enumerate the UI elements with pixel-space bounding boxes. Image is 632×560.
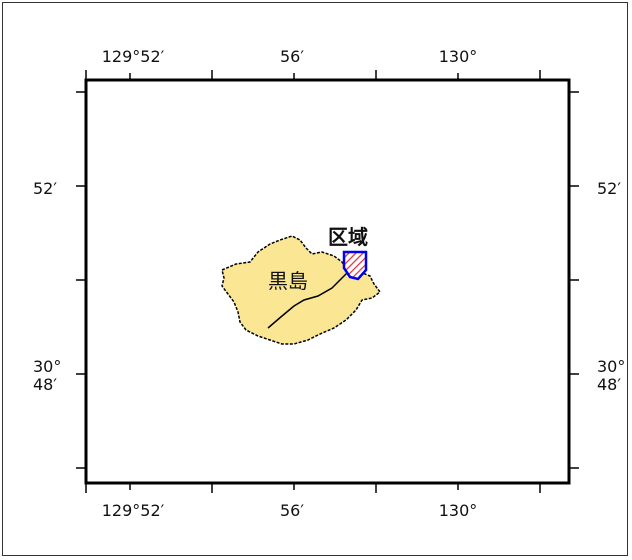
top-tick-label-56: 56′ — [280, 47, 304, 66]
top-tick-marks — [85, 70, 541, 80]
area-label: 区域 — [328, 225, 368, 249]
bottom-tick-marks — [85, 483, 541, 493]
bottom-tick-label-130: 130° — [439, 501, 478, 520]
island-interior-line — [267, 269, 351, 329]
left-tick-marks — [76, 91, 86, 469]
left-tick-label-52: 52′ — [33, 179, 57, 198]
bottom-tick-label-129-52: 129°52′ — [102, 501, 165, 520]
island-kuroshima — [221, 235, 382, 345]
right-tick-label-48: 48′ — [597, 375, 621, 394]
right-tick-label-52: 52′ — [597, 179, 621, 198]
area-marker — [342, 250, 368, 281]
top-tick-label-129-52: 129°52′ — [102, 47, 165, 66]
right-tick-marks — [569, 91, 579, 469]
right-tick-label-30: 30° — [597, 357, 625, 376]
bottom-tick-label-56: 56′ — [280, 501, 304, 520]
left-tick-label-48: 48′ — [33, 375, 57, 394]
island-label: 黒島 — [268, 269, 308, 293]
left-tick-label-30: 30° — [33, 357, 61, 376]
top-tick-label-130: 130° — [439, 47, 478, 66]
